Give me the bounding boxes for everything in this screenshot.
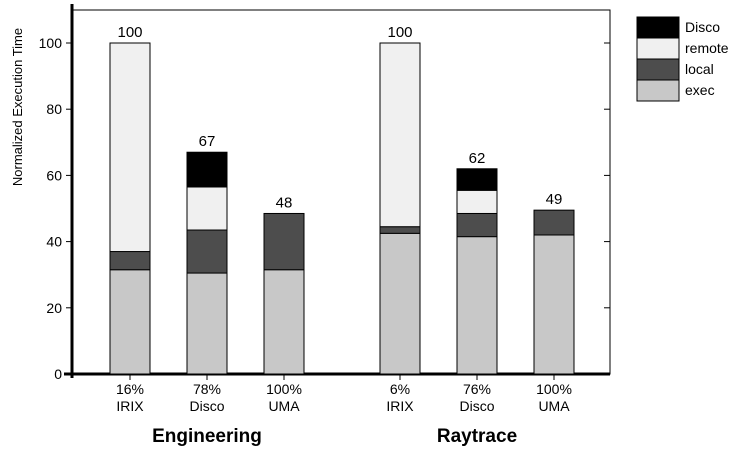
category-percent-label: 100% <box>266 381 302 397</box>
segment-disco <box>456 168 498 191</box>
bar-raytrace-irix: 100 <box>379 24 421 375</box>
segment-local <box>533 209 575 236</box>
bar-total-label: 62 <box>469 150 486 167</box>
group-label-raytrace: Raytrace <box>437 426 517 447</box>
segment-remote <box>379 42 421 228</box>
bar-engineering-disco: 67 <box>186 133 228 375</box>
legend-label: exec <box>685 82 715 98</box>
category-name-label: IRIX <box>116 398 144 414</box>
legend-swatch <box>636 58 680 81</box>
legend-label: Disco <box>685 19 720 35</box>
y-ticks: 0 20 40 60 80 100 <box>39 35 610 382</box>
x-labels: 16%IRIX78%Disco100%UMAEngineering6%IRIX7… <box>116 374 572 447</box>
plot-frame <box>71 9 611 375</box>
legend-item-remote: remote <box>636 37 729 60</box>
category-name-label: Disco <box>459 398 494 414</box>
segment-remote <box>186 186 228 231</box>
legend-item-exec: exec <box>636 79 715 102</box>
segment-local <box>109 251 151 271</box>
y-tick-label: 40 <box>46 234 62 250</box>
category-percent-label: 6% <box>390 381 410 397</box>
legend-item-local: local <box>636 58 714 81</box>
category-name-label: Disco <box>189 398 224 414</box>
legend-swatch <box>636 37 680 60</box>
segment-exec <box>379 232 421 375</box>
y-tick-label: 0 <box>54 366 62 382</box>
segment-exec <box>109 269 151 375</box>
bar-total-label: 49 <box>546 191 563 208</box>
segment-exec <box>263 269 305 375</box>
segment-local <box>263 212 305 271</box>
legend-label: local <box>685 61 714 77</box>
segment-exec <box>456 236 498 375</box>
y-tick-label: 80 <box>46 101 62 117</box>
bars: 100 67 48 100 62 49 <box>109 24 575 375</box>
y-tick-label: 20 <box>46 300 62 316</box>
legend: Disco remote local exec <box>636 16 729 102</box>
bar-engineering-uma: 48 <box>263 194 305 375</box>
y-tick-label: 60 <box>46 167 62 183</box>
segment-local <box>186 229 228 274</box>
bar-total-label: 100 <box>117 24 142 41</box>
bar-raytrace-uma: 49 <box>533 191 575 375</box>
segment-remote <box>109 42 151 253</box>
bar-total-label: 100 <box>387 24 412 41</box>
category-name-label: UMA <box>538 398 570 414</box>
legend-swatch <box>636 16 680 39</box>
category-name-label: UMA <box>268 398 300 414</box>
y-axis-label: Normalized Execution Time <box>10 28 25 186</box>
category-percent-label: 100% <box>536 381 572 397</box>
legend-label: remote <box>685 40 729 56</box>
category-name-label: IRIX <box>386 398 414 414</box>
bar-raytrace-disco: 62 <box>456 150 498 375</box>
y-tick-label: 100 <box>39 35 63 51</box>
segment-local <box>456 212 498 238</box>
bar-total-label: 67 <box>199 133 216 150</box>
legend-item-disco: Disco <box>636 16 720 39</box>
bar-total-label: 48 <box>276 194 293 211</box>
segment-disco <box>186 151 228 188</box>
bar-engineering-irix: 100 <box>109 24 151 375</box>
legend-swatch <box>636 79 680 102</box>
group-label-engineering: Engineering <box>152 426 262 447</box>
segment-exec <box>186 272 228 375</box>
category-percent-label: 78% <box>193 381 221 397</box>
category-percent-label: 16% <box>116 381 144 397</box>
segment-local <box>379 226 421 234</box>
segment-remote <box>456 189 498 214</box>
segment-exec <box>533 234 575 375</box>
category-percent-label: 76% <box>463 381 491 397</box>
